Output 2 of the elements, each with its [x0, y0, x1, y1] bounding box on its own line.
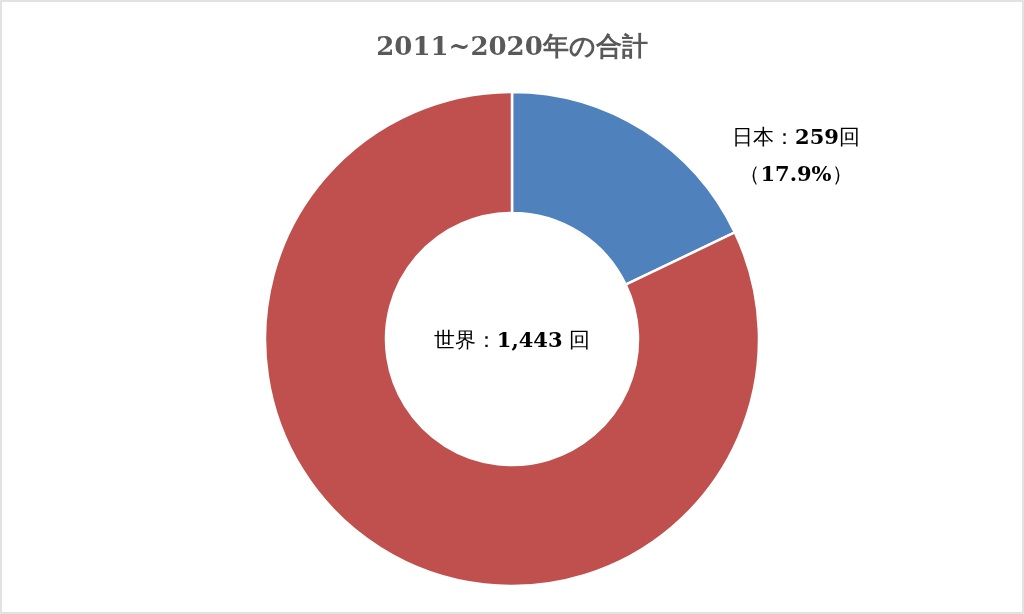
text: 世界：1,443 回 [433, 327, 591, 352]
chart-title: 2011~2020年の合計 [376, 31, 648, 61]
